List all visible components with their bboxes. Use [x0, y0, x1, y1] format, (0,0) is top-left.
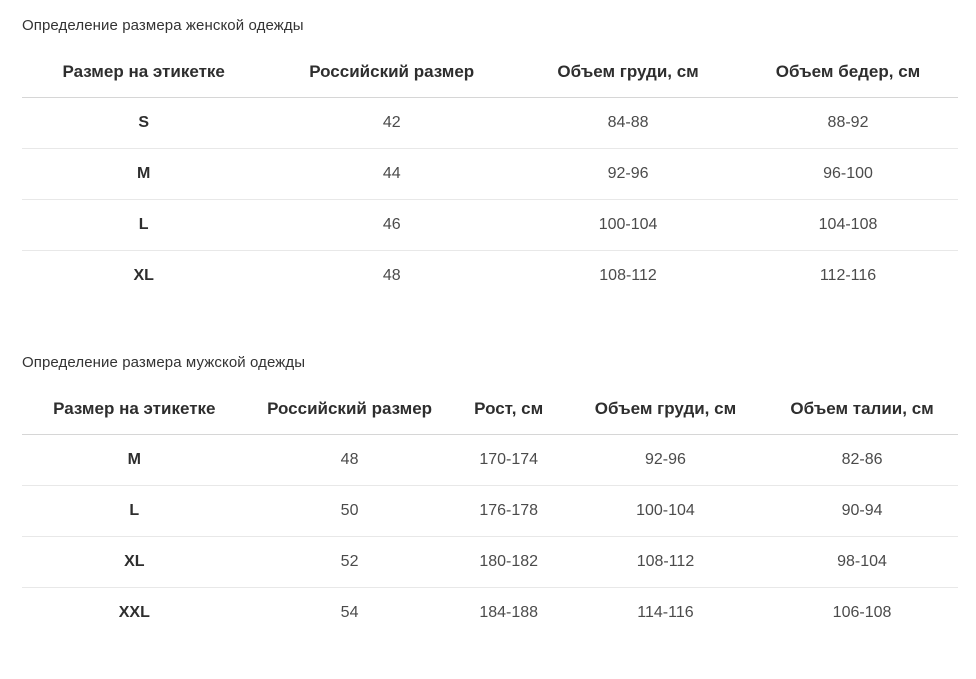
table-cell: 114-116: [637, 604, 694, 621]
header-cell-waist: Объем талии, см: [766, 387, 958, 435]
size-label-cell: M: [22, 148, 266, 200]
table-row: L 46 100-104 104-108: [22, 199, 958, 251]
table-cell: 44: [265, 148, 519, 200]
size-label-cell: XL: [133, 267, 154, 284]
table-cell: 52: [246, 536, 453, 588]
table-cell: 42: [265, 97, 519, 149]
men-size-table: Размер на этикетке Российский размер Рос…: [22, 387, 958, 638]
table-cell: 170-174: [452, 434, 565, 486]
table-cell: 82-86: [766, 434, 958, 486]
table-cell: 108-112: [599, 267, 657, 284]
header-cell-chest: Объем груди, см: [518, 50, 739, 98]
table-cell: 54: [340, 604, 359, 621]
size-label-cell: XL: [22, 536, 247, 588]
table-cell: 108-112: [564, 536, 767, 588]
table-row: XL 48 108-112 112-116: [22, 251, 958, 302]
table-cell: 112-116: [819, 267, 877, 284]
header-cell-height: Рост, см: [452, 387, 565, 435]
table-cell: 48: [382, 267, 401, 284]
men-size-section: Определение размера мужской одежды Разме…: [22, 351, 958, 638]
header-cell-russian-size: Российский размер: [265, 50, 519, 98]
table-row: M 44 92-96 96-100: [22, 148, 958, 200]
table-cell: 106-108: [832, 604, 892, 621]
table-cell: 104-108: [738, 199, 958, 251]
women-size-section: Определение размера женской одежды Разме…: [22, 14, 958, 301]
table-cell: 98-104: [766, 536, 958, 588]
table-row: S 42 84-88 88-92: [22, 97, 958, 149]
size-label-cell: S: [22, 97, 266, 149]
table-row: XL 52 180-182 108-112 98-104: [22, 536, 958, 588]
header-cell-chest: Объем груди, см: [564, 387, 767, 435]
table-cell: 50: [246, 485, 453, 537]
women-size-table: Размер на этикетке Российский размер Объ…: [22, 50, 958, 301]
table-row: L 50 176-178 100-104 90-94: [22, 485, 958, 537]
header-cell-russian-size: Российский размер: [246, 387, 453, 435]
table-cell: 96-100: [738, 148, 958, 200]
size-label-cell: L: [22, 199, 266, 251]
table-cell: 100-104: [564, 485, 767, 537]
table-cell: 92-96: [564, 434, 767, 486]
table-cell: 46: [265, 199, 519, 251]
women-header-row: Размер на этикетке Российский размер Объ…: [22, 50, 958, 98]
table-row: M 48 170-174 92-96 82-86: [22, 434, 958, 486]
men-header-row: Размер на этикетке Российский размер Рос…: [22, 387, 958, 435]
header-cell-label-size: Размер на этикетке: [22, 387, 247, 435]
size-label-cell: XXL: [118, 604, 150, 621]
table-cell: 88-92: [738, 97, 958, 149]
size-label-cell: M: [22, 434, 247, 486]
table-cell: 180-182: [452, 536, 565, 588]
table-cell: 100-104: [518, 199, 739, 251]
header-cell-hips: Объем бедер, см: [738, 50, 958, 98]
table-cell: 84-88: [518, 97, 739, 149]
table-cell: 92-96: [518, 148, 739, 200]
men-section-title: Определение размера мужской одежды: [22, 354, 306, 371]
header-cell-label-size: Размер на этикетке: [22, 50, 266, 98]
table-cell: 176-178: [452, 485, 565, 537]
table-cell: 48: [246, 434, 453, 486]
women-section-title: Определение размера женской одежды: [22, 17, 304, 34]
table-cell: 90-94: [766, 485, 958, 537]
size-label-cell: L: [22, 485, 247, 537]
table-row: XXL 54 184-188 114-116 106-108: [22, 588, 958, 639]
table-cell: 184-188: [479, 604, 539, 621]
